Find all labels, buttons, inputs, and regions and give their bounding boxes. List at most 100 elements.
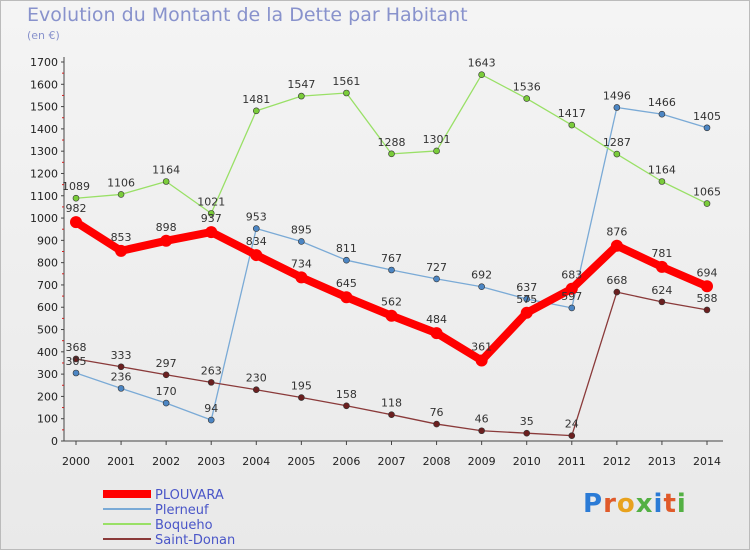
x-tick-label: 2010: [513, 455, 541, 468]
legend-label: Boqueho: [155, 518, 213, 533]
data-label: 1164: [648, 163, 676, 176]
data-point: [385, 309, 398, 322]
data-point: [162, 399, 170, 407]
y-tick-label: 700: [37, 279, 58, 292]
x-tick-label: 2012: [603, 455, 631, 468]
data-point: [388, 266, 395, 274]
x-tick-label: 2000: [62, 455, 90, 468]
y-tick-label: 1700: [30, 56, 58, 69]
x-tick-label: 2005: [287, 455, 315, 468]
chart-subtitle: (en €): [27, 29, 60, 42]
y-tick-label: 500: [37, 324, 58, 337]
data-label: 305: [66, 355, 87, 368]
data-label: 645: [336, 277, 357, 290]
data-label: 195: [291, 380, 312, 393]
data-label: 1021: [197, 195, 225, 208]
data-point: [523, 429, 531, 437]
data-label: 1287: [603, 136, 631, 149]
data-label: 35: [520, 415, 534, 428]
data-label: 1106: [107, 176, 135, 189]
data-label: 727: [426, 261, 447, 274]
data-point: [523, 95, 531, 102]
data-label: 834: [246, 235, 267, 248]
data-point: [160, 234, 173, 247]
data-point: [478, 71, 485, 79]
data-point: [207, 210, 215, 217]
data-point: [298, 92, 305, 100]
data-point: [568, 432, 576, 439]
data-point: [117, 385, 125, 392]
x-tick-label: 2009: [468, 455, 496, 468]
data-point: [703, 124, 711, 132]
chart-title: Evolution du Montant de la Dette par Hab…: [27, 4, 468, 26]
y-tick-label: 200: [37, 390, 58, 403]
data-label: 1405: [693, 110, 721, 123]
legend-label: Saint-Donan: [155, 533, 235, 548]
data-label: 1561: [332, 75, 360, 88]
data-label: 575: [516, 293, 537, 306]
x-tick-label: 2014: [693, 455, 721, 468]
data-point: [340, 291, 353, 304]
data-point: [520, 306, 533, 319]
data-label: 1301: [423, 133, 451, 146]
data-label: 953: [246, 211, 267, 224]
axes: 0 100 200 300 400 500 600 700 800 900 1000 1100 1200…: [30, 56, 723, 468]
data-point: [207, 379, 215, 386]
data-label: 1288: [378, 136, 406, 149]
data-label: 297: [156, 357, 177, 370]
data-label: 158: [336, 388, 357, 401]
data-label: 361: [471, 341, 492, 354]
data-label: 1643: [468, 57, 496, 70]
data-point: [478, 283, 485, 291]
data-label: 562: [381, 296, 402, 309]
data-point: [388, 150, 395, 158]
data-point: [252, 386, 260, 394]
data-point: [205, 226, 218, 239]
legend-label: PLOUVARA: [155, 488, 224, 503]
data-point: [433, 147, 440, 155]
data-point: [207, 416, 215, 424]
data-point: [117, 191, 125, 198]
data-point: [610, 239, 623, 252]
data-point: [298, 238, 305, 245]
data-point: [658, 110, 666, 118]
data-point: [523, 295, 531, 303]
data-point: [433, 420, 440, 428]
data-label: 637: [516, 281, 537, 294]
data-label: 624: [651, 284, 672, 297]
data-label: 1065: [693, 186, 721, 199]
data-label: 898: [156, 221, 177, 234]
y-tick-label: 1600: [30, 78, 58, 91]
data-point: [475, 354, 488, 367]
data-label: 94: [204, 402, 218, 415]
x-tick-label: 2003: [197, 455, 225, 468]
data-point: [565, 282, 578, 295]
data-label: 1417: [558, 107, 586, 120]
data-label: 597: [561, 290, 582, 303]
data-label: 1481: [242, 93, 270, 106]
data-label: 937: [201, 212, 222, 225]
data-label: 118: [381, 397, 402, 410]
data-label: 263: [201, 364, 222, 377]
data-point: [72, 194, 80, 202]
data-label: 734: [291, 257, 312, 270]
data-point: [250, 249, 263, 262]
x-tick-label: 2004: [242, 455, 270, 468]
x-tick-label: 2011: [558, 455, 586, 468]
data-point: [298, 394, 305, 401]
data-label: 236: [111, 370, 132, 383]
data-label: 683: [561, 269, 582, 282]
data-point: [343, 89, 350, 97]
data-point: [658, 298, 666, 306]
proxiti-logo: Proxiti: [583, 489, 687, 519]
y-tick-label: 400: [37, 346, 58, 359]
data-point: [478, 427, 485, 435]
data-point: [613, 104, 621, 111]
data-labels: 305 236 170 94 953 895 811 767 727 692 637 597 1496 1…: [62, 57, 721, 431]
data-label: 230: [246, 372, 267, 385]
data-label: 588: [697, 292, 718, 305]
data-point: [162, 371, 170, 379]
